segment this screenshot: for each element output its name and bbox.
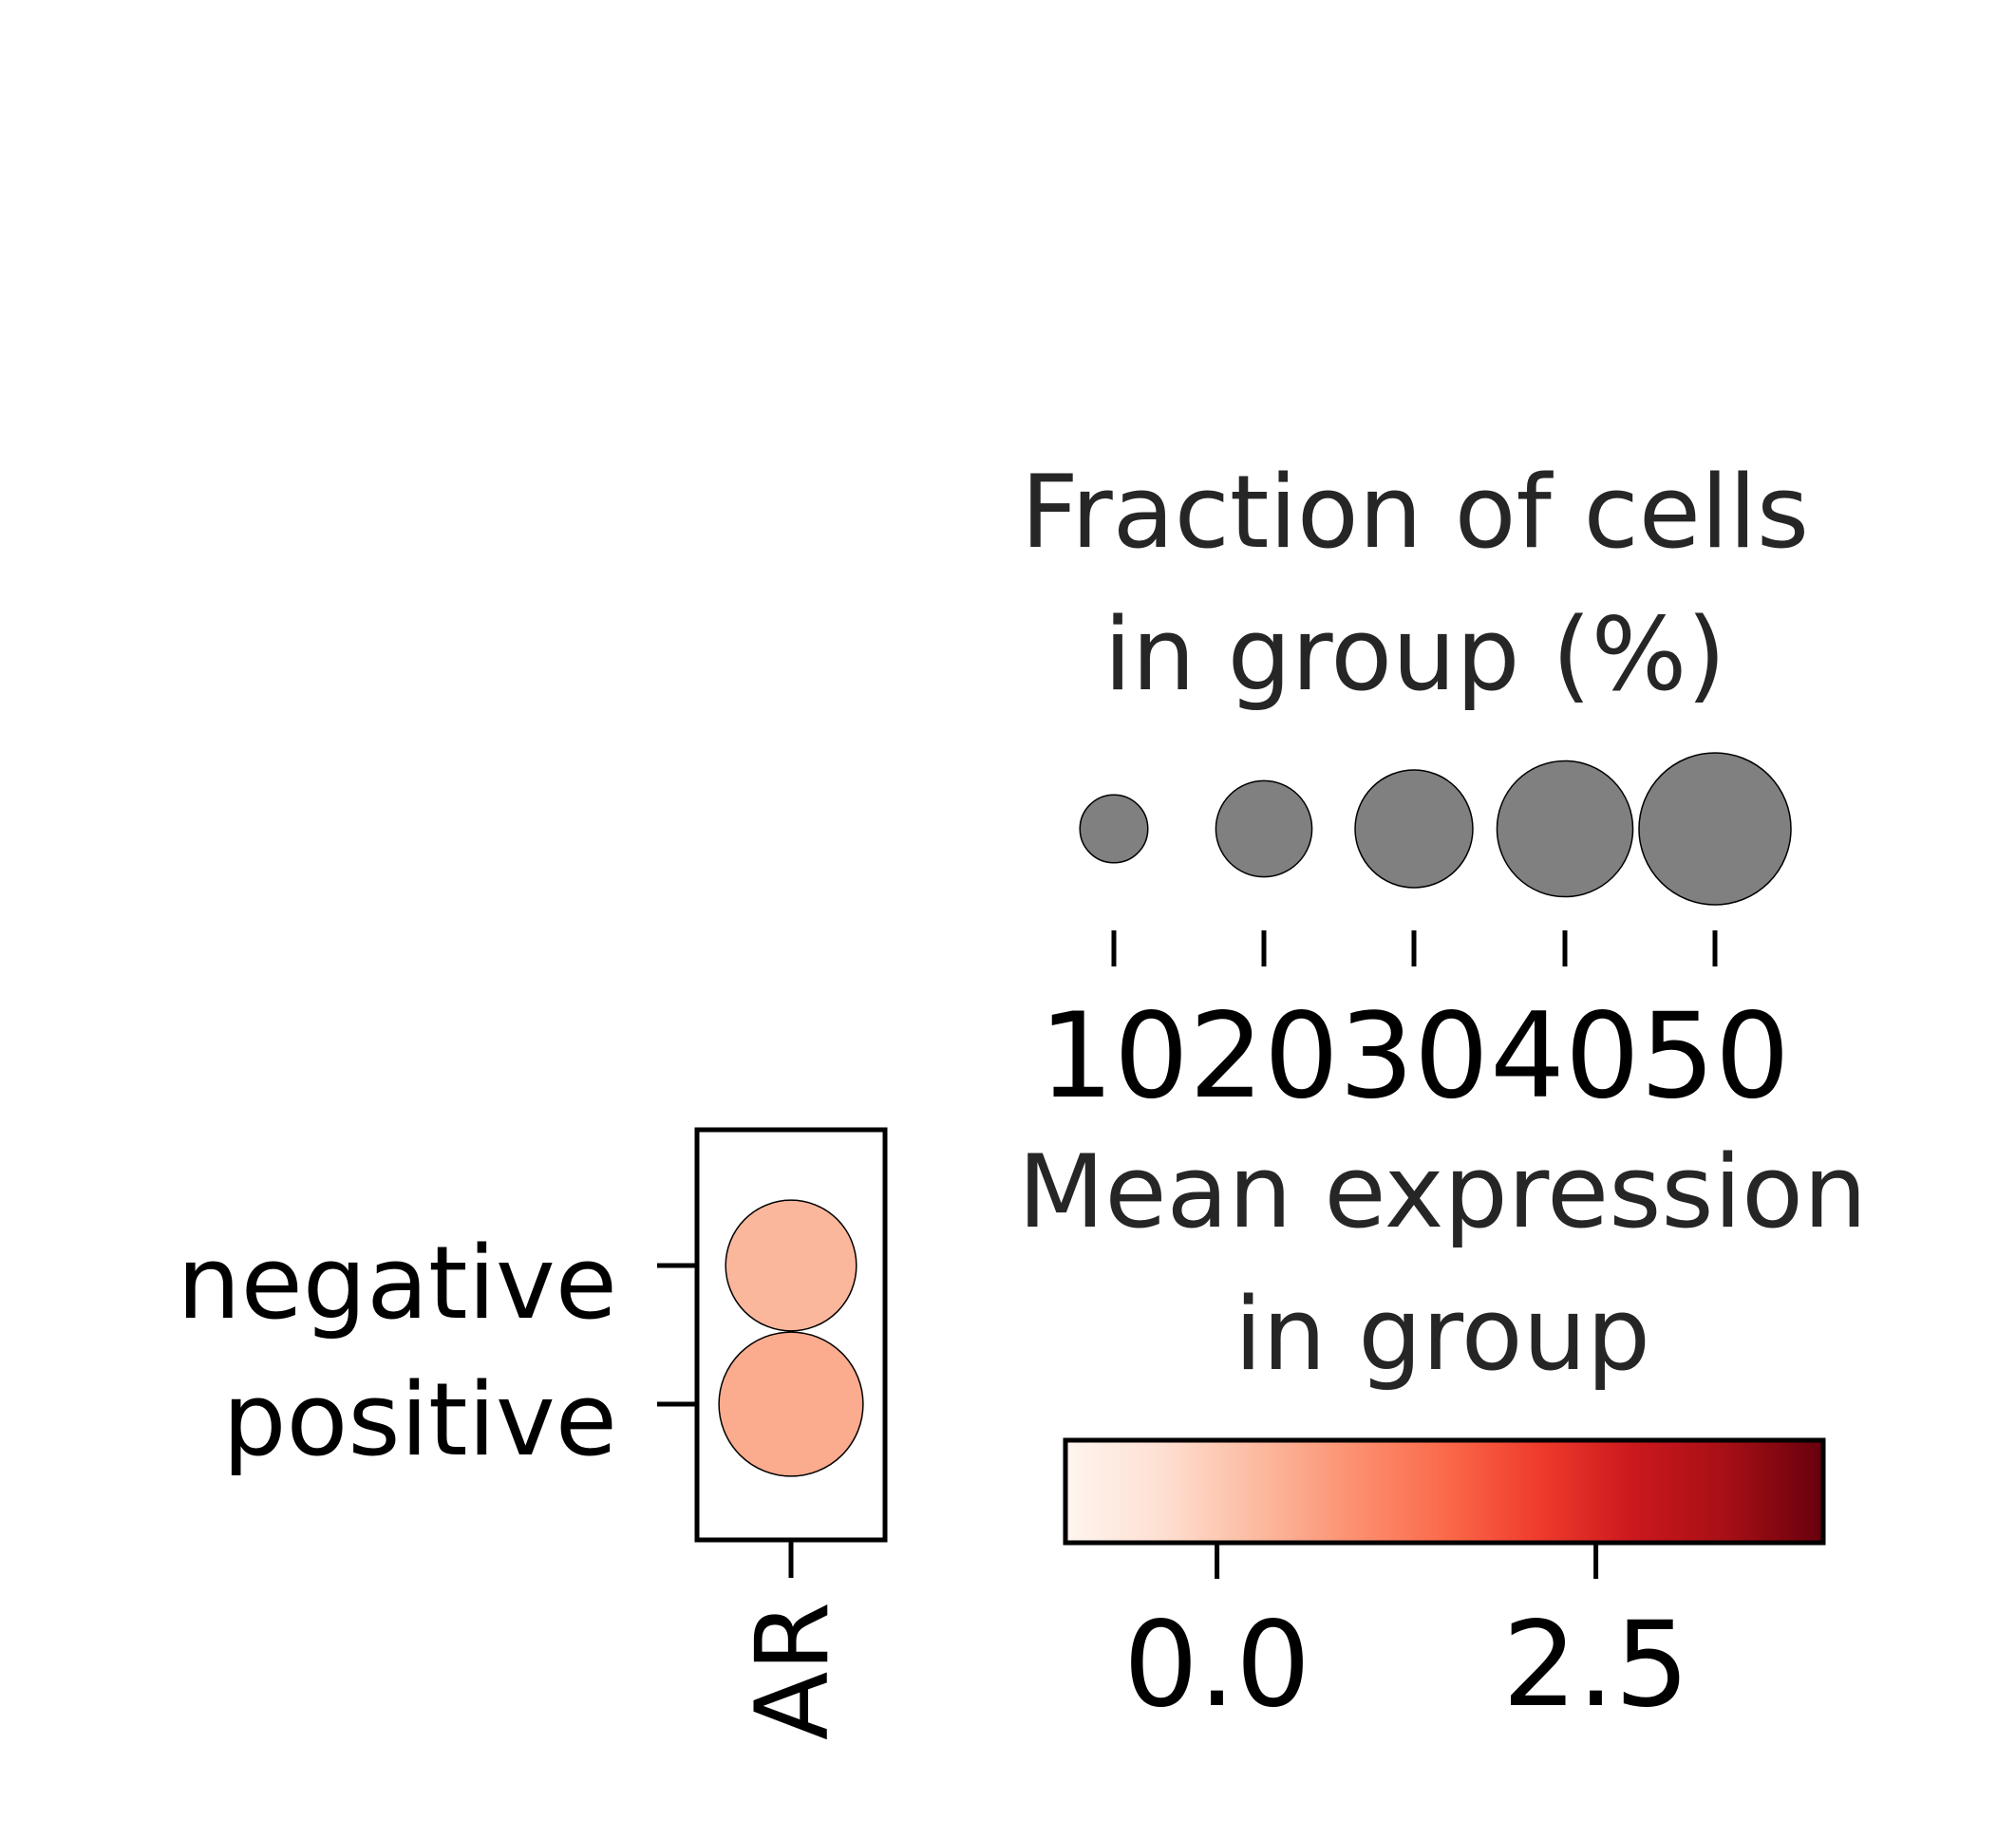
size-legend-tick-label-50: 50	[1640, 988, 1790, 1125]
size-legend-tick-label-40: 40	[1490, 988, 1640, 1125]
color-legend-title-line1: Mean expression	[1018, 1134, 1867, 1250]
main-panel: negative positive AR	[177, 1127, 888, 1740]
colorbar	[1063, 1437, 1826, 1546]
size-legend-dot-20	[1215, 779, 1313, 878]
x-tick-label-ar: AR	[734, 1602, 851, 1740]
size-legend-dot-50	[1638, 752, 1792, 906]
y-tick-label-negative: negative	[177, 1225, 617, 1341]
size-legend-dot-40	[1496, 760, 1634, 898]
size-legend-tick-label-20: 20	[1189, 988, 1339, 1125]
dot-positive-AR	[718, 1331, 864, 1477]
colorbar-ticks: 0.0 2.5	[1123, 1543, 1689, 1734]
y-tick-label-positive: positive	[222, 1361, 617, 1478]
size-legend-dot-10	[1079, 794, 1149, 864]
dot-negative-AR	[725, 1199, 857, 1332]
size-legend-tick-label-10: 10	[1039, 988, 1189, 1125]
size-legend-dots: 10 20 30 40 50	[1039, 752, 1792, 1125]
size-legend-title-line2: in group (%)	[1103, 596, 1725, 713]
size-legend: Fraction of cells in group (%) 10 20 30 40 5…	[1021, 454, 1809, 1125]
x-axis: AR	[734, 1540, 851, 1740]
size-legend-tick-label-30: 30	[1339, 988, 1489, 1125]
y-axis: negative positive	[177, 1225, 697, 1478]
color-legend-title-line2: in group	[1234, 1276, 1650, 1393]
colorbar-tick-label-1: 2.5	[1502, 1597, 1689, 1734]
color-legend: Mean expression in group 0.0 2.5	[1018, 1134, 1867, 1734]
colorbar-tick-label-0: 0.0	[1123, 1597, 1310, 1734]
size-legend-title-line1: Fraction of cells	[1021, 454, 1809, 571]
dots-layer	[718, 1199, 864, 1477]
size-legend-dot-30	[1354, 769, 1474, 889]
